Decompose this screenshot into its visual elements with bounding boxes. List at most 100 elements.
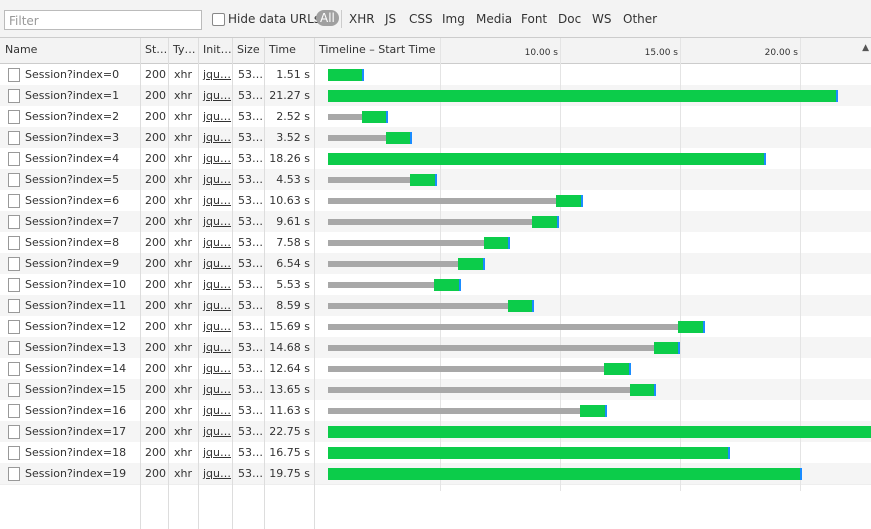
- name[interactable]: Session?index=19: [25, 467, 127, 480]
- sort-arrow: ▲: [862, 43, 869, 53]
- request-row[interactable]: Session?index=8 200 xhr jqu… 53… 7.58 s: [0, 232, 871, 254]
- stalled-bar: [328, 303, 508, 309]
- toolbar: Filter Hide data URLs All XHR JS CSS Img Medi…: [0, 0, 871, 38]
- time: 8.59 s: [276, 299, 310, 312]
- name[interactable]: Session?index=15: [25, 383, 127, 396]
- column-header[interactable]: Name: [5, 43, 38, 56]
- name[interactable]: Session?index=7: [25, 215, 120, 228]
- request-row[interactable]: Session?index=0 200 xhr jqu… 53… 1.51 s: [0, 64, 871, 86]
- column-header[interactable]: Init…: [203, 43, 232, 56]
- name[interactable]: Session?index=18: [25, 446, 127, 459]
- initiator[interactable]: jqu…: [203, 467, 232, 480]
- initiator[interactable]: jqu…: [203, 68, 232, 81]
- status: 200: [145, 362, 166, 375]
- name[interactable]: Session?index=1: [25, 89, 120, 102]
- status: 200: [145, 341, 166, 354]
- initiator[interactable]: jqu…: [203, 425, 232, 438]
- initiator[interactable]: jqu…: [203, 131, 232, 144]
- initiator[interactable]: jqu…: [203, 320, 232, 333]
- time: 14.68 s: [269, 341, 310, 354]
- type-filter[interactable]: Media: [476, 12, 513, 26]
- tick-label: 15.00 s: [644, 48, 678, 58]
- grid-line: [680, 38, 681, 491]
- file-icon: [8, 425, 20, 439]
- time: 15.69 s: [269, 320, 310, 333]
- column-header[interactable]: Ty…: [173, 43, 196, 56]
- type: xhr: [174, 173, 193, 186]
- initiator[interactable]: jqu…: [203, 173, 232, 186]
- initiator[interactable]: jqu…: [203, 236, 232, 249]
- file-icon: [8, 131, 20, 145]
- initiator[interactable]: jqu…: [203, 257, 232, 270]
- name[interactable]: Session?index=13: [25, 341, 127, 354]
- type: xhr: [174, 131, 193, 144]
- initiator[interactable]: jqu…: [203, 362, 232, 375]
- type: xhr: [174, 236, 193, 249]
- type-filter[interactable]: Other: [623, 12, 658, 26]
- name[interactable]: Session?index=5: [25, 173, 120, 186]
- status: 200: [145, 152, 166, 165]
- type-filter[interactable]: Font: [521, 12, 548, 26]
- initiator[interactable]: jqu…: [203, 383, 232, 396]
- name[interactable]: Session?index=3: [25, 131, 120, 144]
- initiator[interactable]: jqu…: [203, 89, 232, 102]
- initiator[interactable]: jqu…: [203, 278, 232, 291]
- initiator[interactable]: jqu…: [203, 215, 232, 228]
- type: xhr: [174, 446, 193, 459]
- initiator[interactable]: jqu…: [203, 446, 232, 459]
- time: 9.61 s: [276, 215, 310, 228]
- initiator[interactable]: jqu…: [203, 110, 232, 123]
- initiator[interactable]: jqu…: [203, 404, 232, 417]
- filter-input[interactable]: Filter: [4, 10, 202, 30]
- name[interactable]: Session?index=17: [25, 425, 127, 438]
- type-filter[interactable]: CSS: [409, 12, 433, 26]
- name[interactable]: Session?index=12: [25, 320, 127, 333]
- name[interactable]: Session?index=6: [25, 194, 120, 207]
- column-header[interactable]: St…: [145, 43, 168, 56]
- hide-data-urls[interactable]: Hide data URLs: [228, 12, 321, 26]
- name[interactable]: Session?index=11: [25, 299, 127, 312]
- type-filter[interactable]: Img: [442, 12, 465, 26]
- name[interactable]: Session?index=0: [25, 68, 120, 81]
- size: 53…: [238, 299, 263, 312]
- time: 2.52 s: [276, 110, 310, 123]
- name[interactable]: Session?index=2: [25, 110, 120, 123]
- name[interactable]: Session?index=14: [25, 362, 127, 375]
- file-icon: [8, 110, 20, 124]
- table-header: Name St… Ty… Init… Size Time Timeline – Start …: [0, 38, 871, 64]
- type: xhr: [174, 68, 193, 81]
- type: xhr: [174, 425, 193, 438]
- checkbox[interactable]: [212, 13, 225, 26]
- file-icon: [8, 446, 20, 460]
- status: 200: [145, 320, 166, 333]
- name[interactable]: Session?index=8: [25, 236, 120, 249]
- type-filter[interactable]: WS: [592, 12, 612, 26]
- name[interactable]: Session?index=9: [25, 257, 120, 270]
- column-header[interactable]: Timeline – Start Time: [319, 43, 436, 56]
- stalled-bar: [328, 366, 604, 372]
- receive-bar: [328, 447, 730, 459]
- initiator[interactable]: jqu…: [203, 299, 232, 312]
- name[interactable]: Session?index=10: [25, 278, 127, 291]
- time: 10.63 s: [269, 194, 310, 207]
- name[interactable]: Session?index=16: [25, 404, 127, 417]
- stalled-bar: [328, 282, 434, 288]
- type-filter[interactable]: All: [316, 10, 339, 26]
- initiator[interactable]: jqu…: [203, 194, 232, 207]
- initiator[interactable]: jqu…: [203, 341, 232, 354]
- request-row[interactable]: Session?index=3 200 xhr jqu… 53… 3.52 s: [0, 127, 871, 149]
- type-filter[interactable]: XHR: [349, 12, 375, 26]
- size: 53…: [238, 131, 263, 144]
- time: 16.75 s: [269, 446, 310, 459]
- grid-line: [560, 38, 561, 491]
- type-filter[interactable]: Doc: [558, 12, 582, 26]
- size: 53…: [238, 110, 263, 123]
- status: 200: [145, 110, 166, 123]
- column-header[interactable]: Size: [237, 43, 260, 56]
- type: xhr: [174, 278, 193, 291]
- type-filter[interactable]: JS: [385, 12, 397, 26]
- status: 200: [145, 131, 166, 144]
- initiator[interactable]: jqu…: [203, 152, 232, 165]
- column-header[interactable]: Time: [269, 43, 296, 56]
- name[interactable]: Session?index=4: [25, 152, 120, 165]
